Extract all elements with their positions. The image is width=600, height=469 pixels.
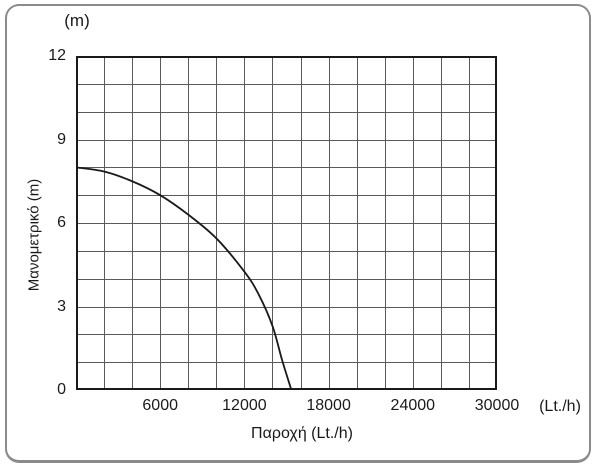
- y-axis-title: Μανομετρικό (m): [25, 178, 43, 292]
- pump-curve-chart: [76, 56, 497, 390]
- chart-frame: [5, 4, 591, 463]
- x-axis-unit-label: (Lt./h): [539, 398, 581, 415]
- x-axis-title: Παροχή (Lt./h): [251, 425, 353, 442]
- y-axis-unit-label: (m): [64, 11, 90, 30]
- plot-border: [76, 56, 497, 390]
- plot-area: [76, 56, 497, 390]
- pump-head-curve: [76, 166, 293, 390]
